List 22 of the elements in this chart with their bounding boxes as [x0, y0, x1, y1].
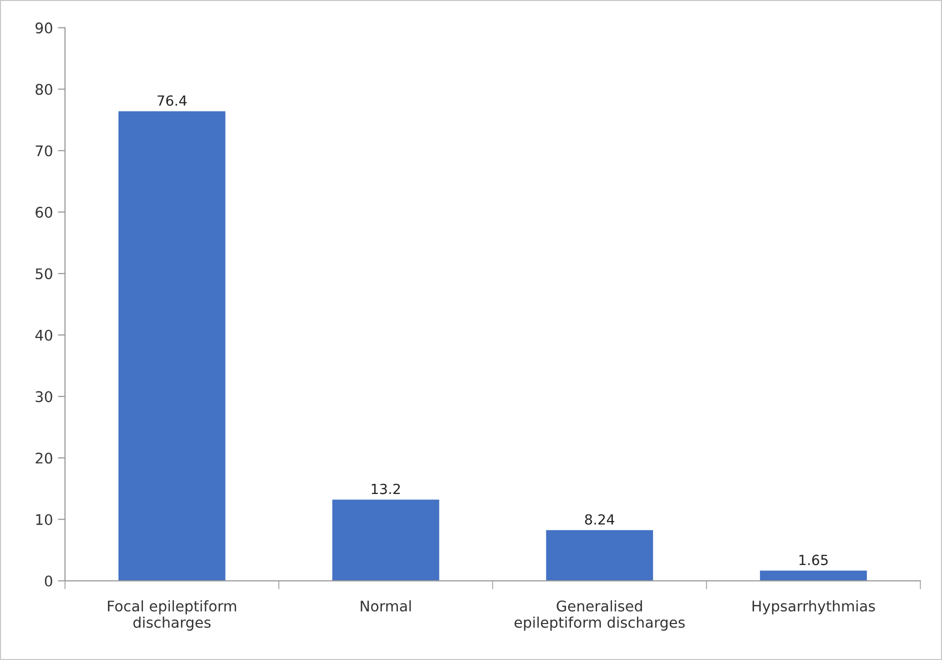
- y-tick-label: 60: [36, 206, 52, 218]
- bar: [118, 111, 226, 581]
- x-tick-label: Normal: [360, 600, 411, 612]
- y-tick-label: 20: [36, 452, 52, 464]
- data-label: 13.2: [372, 484, 400, 494]
- y-tick-label: 70: [36, 145, 52, 156]
- bar: [760, 570, 867, 581]
- data-label: 8.24: [585, 514, 614, 525]
- x-tick-label: Hypsarrhythmias: [752, 600, 875, 614]
- y-tick-label: 40: [35, 330, 52, 341]
- y-tick-label: 90: [36, 22, 52, 34]
- bar: [332, 500, 440, 581]
- bar: [546, 530, 654, 581]
- y-tick-label: 50: [36, 268, 52, 280]
- y-tick-label: 80: [36, 84, 52, 95]
- data-label: 1.65: [799, 554, 828, 566]
- x-tick-label: Generalised epileptiform discharges: [514, 600, 685, 631]
- x-tick-label: Focal epileptiform discharges: [108, 600, 236, 631]
- y-tick-label: 30: [36, 391, 52, 402]
- y-tick-label: 0: [44, 576, 52, 587]
- y-tick-label: 10: [36, 514, 52, 526]
- data-label: 76.4: [158, 95, 187, 106]
